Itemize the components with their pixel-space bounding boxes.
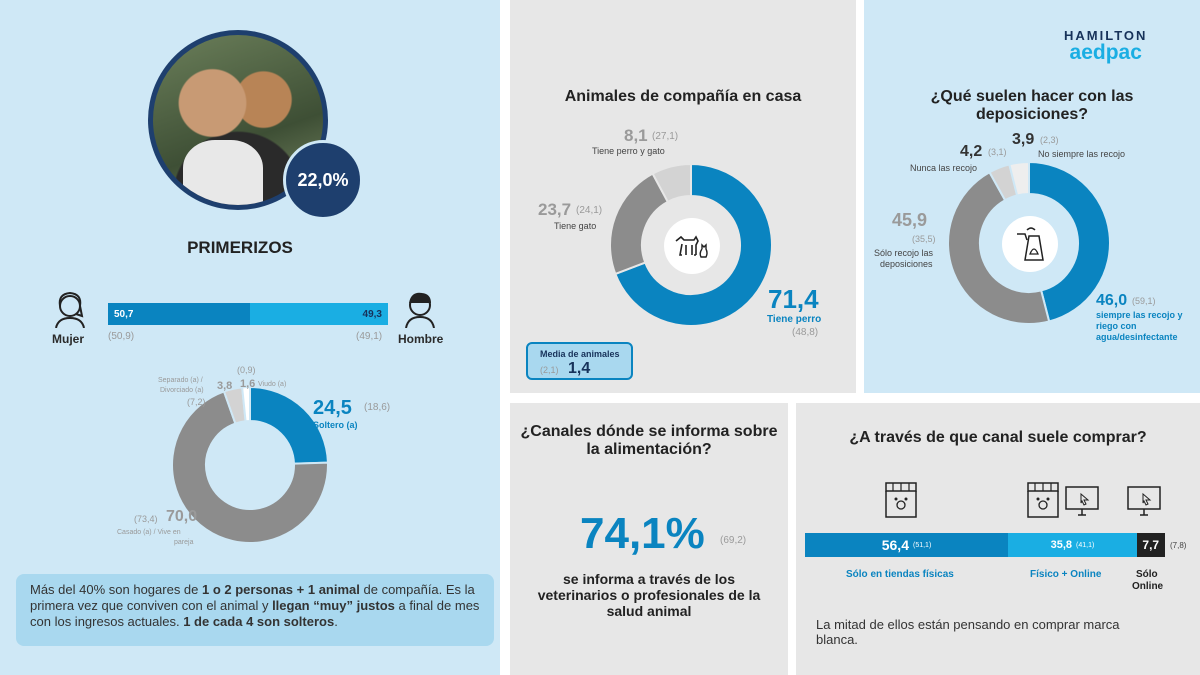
solo-prev: (35,5) — [912, 234, 936, 244]
gender-bar-mujer: 50,7 — [108, 303, 250, 325]
purchase-bar-online: 7,7 — [1136, 533, 1165, 557]
store-icon-mixed — [1026, 481, 1060, 524]
channels-big-value: 74,1% — [580, 509, 705, 558]
soltero-prev: (18,6) — [364, 402, 391, 413]
gender-bar-hombre: 49,3 — [249, 303, 388, 325]
media-label: Media de animales — [540, 349, 620, 359]
siempre-label-2: riego con — [1096, 321, 1137, 331]
casado-prev: (73,4) — [134, 514, 158, 524]
profile-photo — [148, 30, 328, 210]
casado-label-1: Casado (a) / Vive en — [117, 529, 181, 536]
computer-icon-mixed — [1064, 485, 1100, 522]
mixto-label: Físico + Online — [1030, 569, 1102, 580]
pets-slice-0 — [614, 162, 773, 327]
waste-panel: HAMILTON aedpac ¿Qué suelen hacer con la… — [864, 0, 1200, 393]
separado-prev: (7,2) — [187, 397, 206, 407]
perro-prev: (48,8) — [792, 327, 819, 338]
man-icon — [400, 288, 440, 333]
soltero-label: Soltero (a) — [313, 420, 358, 430]
summary-note: Más del 40% son hogares de 1 o 2 persona… — [16, 574, 494, 646]
purchase-title: ¿A través de que canal suele comprar? — [849, 429, 1147, 446]
siempre-label-3: agua/desinfectante — [1096, 332, 1178, 342]
primerizos-panel: 22,0% PRIMERIZOS Mujer 50,7 49,3 (50,9) … — [0, 0, 500, 675]
pets-panel: Animales de compañía en casa 8,1 (27,1) … — [510, 0, 856, 393]
waste-title: ¿Qué suelen hacer con las deposiciones? — [930, 88, 1134, 123]
nunca-label: Nunca las recojo — [910, 163, 978, 173]
ambos-value: 8,1 — [624, 126, 648, 145]
hombre-label: Hombre — [398, 332, 444, 346]
segment-title: PRIMERIZOS — [187, 238, 293, 257]
solo-label-2: deposiciones — [880, 259, 933, 269]
purchase-panel: ¿A través de que canal suele comprar? — [796, 403, 1200, 675]
gato-label: Tiene gato — [554, 221, 597, 231]
solo-label-1: Sólo recojo las — [874, 248, 934, 258]
media-box: Media de animales (2,1) 1,4 — [526, 342, 633, 380]
casado-label-2: pareja — [174, 539, 194, 546]
purchase-bar-tiendas: 56,4 (51,1) — [805, 533, 1009, 557]
channels-title: ¿Canales dónde se informa sobre la alime… — [520, 423, 778, 458]
store-icon — [884, 481, 918, 524]
purchase-bar-mixto: 35,8 (41,1) — [1008, 533, 1137, 557]
solo-value: 45,9 — [892, 210, 928, 230]
tiendas-label: Sólo en tiendas físicas — [846, 569, 954, 580]
woman-icon — [50, 288, 90, 333]
nosiempre-prev: (2,3) — [1040, 135, 1059, 145]
ambos-prev: (27,1) — [652, 131, 679, 142]
casado-value: 70,0 — [166, 508, 198, 525]
brand-logo: HAMILTON aedpac — [1064, 28, 1147, 65]
separado-label-2: Divorciado (a) — [160, 387, 204, 394]
viudo-prev: (0,9) — [237, 365, 256, 375]
purchase-stacked-bar: 56,4 (51,1) 35,8 (41,1) 7,7 — [805, 533, 1165, 557]
purchase-note: La mitad de ellos están pensando en comp… — [816, 617, 1120, 647]
info-channels-panel: ¿Canales dónde se informa sobre la alime… — [510, 403, 788, 675]
perro-value: 71,4 — [768, 284, 819, 314]
nosiempre-value: 3,9 — [1012, 131, 1035, 148]
viudo-value: 1,6 — [240, 378, 256, 390]
badge-value: 22,0% — [297, 169, 349, 190]
computer-icon-online — [1126, 485, 1162, 522]
nunca-value: 4,2 — [960, 143, 983, 160]
gato-value: 23,7 — [538, 200, 572, 219]
online-label-2: Online — [1132, 581, 1164, 592]
siempre-value: 46,0 — [1096, 292, 1128, 309]
waste-donut — [947, 160, 1111, 325]
marital-status-donut — [171, 385, 329, 544]
brand-sub: aedpac — [1069, 41, 1142, 64]
marital-hole — [206, 421, 294, 509]
gender-bar: 50,7 49,3 — [108, 303, 388, 325]
media-prev: (2,1) — [540, 365, 559, 375]
percentage-badge: 22,0% — [283, 140, 363, 220]
siempre-label-1: siempre las recojo y — [1096, 310, 1183, 320]
soltero-value: 24,5 — [313, 397, 352, 419]
separado-label-1: Separado (a) / — [158, 377, 203, 384]
channels-big-prev: (69,2) — [720, 535, 747, 546]
hombre-prev: (49,1) — [356, 331, 383, 342]
gato-prev: (24,1) — [576, 205, 603, 216]
nosiempre-label: No siempre las recojo — [1038, 149, 1126, 159]
viudo-label: Viudo (a) — [258, 381, 287, 388]
ambos-label: Tiene perro y gato — [592, 146, 665, 156]
poop-bag-icon — [1002, 216, 1058, 272]
online-prev: (7,8) — [1170, 541, 1187, 550]
dog-cat-icon — [664, 218, 720, 274]
mujer-label: Mujer — [52, 332, 85, 346]
pets-title: Animales de compañía en casa — [564, 88, 802, 105]
nunca-prev: (3,1) — [988, 147, 1007, 157]
brand-name: HAMILTON — [1064, 28, 1148, 43]
separado-value: 3,8 — [217, 380, 233, 392]
online-label-1: Sólo — [1136, 569, 1158, 580]
media-value: 1,4 — [568, 360, 591, 377]
siempre-prev: (59,1) — [1132, 296, 1156, 306]
mujer-prev: (50,9) — [108, 331, 135, 342]
perro-label: Tiene perro — [767, 314, 822, 325]
channels-desc: se informa a través de los veterinarios … — [537, 571, 761, 619]
